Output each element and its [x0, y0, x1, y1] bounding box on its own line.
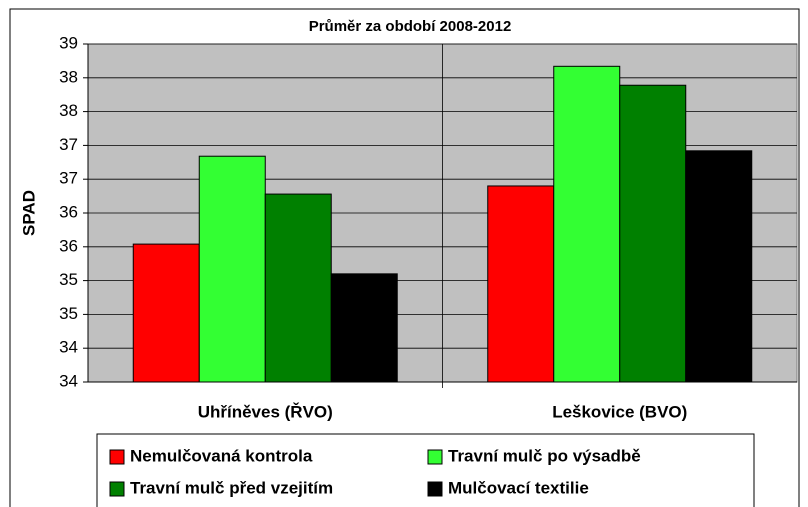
legend-label: Nemulčovaná kontrola: [130, 446, 313, 465]
bar: [685, 150, 753, 383]
legend: [96, 433, 755, 507]
y-axis-label: SPAD: [19, 190, 38, 236]
x-tick-label: Uhříněves (ŘVO): [198, 402, 333, 421]
legend-label: Travní mulč po výsadbě: [448, 446, 641, 465]
bar: [132, 243, 200, 383]
bar: [553, 65, 621, 383]
bar: [487, 185, 555, 383]
y-tick-label: 35: [59, 304, 78, 323]
y-tick-label: 36: [59, 236, 78, 255]
x-tick-label: Leškovice (BVO): [552, 402, 687, 421]
y-tick-label: 36: [59, 202, 78, 221]
y-tick-label: 37: [59, 135, 78, 154]
y-tick-label: 37: [59, 169, 78, 188]
legend-label: Travní mulč před vzejitím: [130, 478, 333, 497]
legend-swatch: [427, 481, 443, 497]
legend-swatch: [109, 481, 125, 497]
bar: [198, 155, 266, 383]
chart-title: Průměr za období 2008-2012: [309, 18, 512, 35]
legend-swatch: [427, 449, 443, 465]
bar: [330, 273, 398, 383]
y-tick-label: 34: [59, 338, 78, 357]
y-tick-label: 38: [59, 67, 78, 86]
bar: [264, 193, 332, 383]
y-tick-label: 38: [59, 101, 78, 120]
bar: [619, 84, 687, 383]
y-tick-label: 39: [59, 33, 78, 52]
y-tick-label: 35: [59, 270, 78, 289]
legend-swatch: [109, 449, 125, 465]
legend-label: Mulčovací textilie: [448, 478, 589, 497]
y-tick-label: 34: [59, 371, 78, 390]
